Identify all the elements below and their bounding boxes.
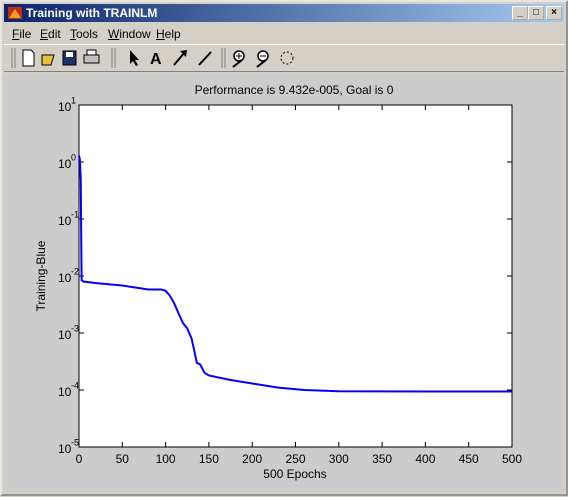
menu-item[interactable]: Window: [108, 27, 151, 41]
y-tick-label: 10: [58, 100, 72, 114]
y-tick-exponent: 0: [71, 152, 76, 162]
x-tick-label: 300: [329, 452, 349, 466]
y-axis-label: Training-Blue: [34, 240, 48, 311]
y-tick-exponent: 1: [71, 95, 76, 105]
x-tick-label: 0: [76, 452, 83, 466]
arrow-icon[interactable]: [173, 50, 187, 66]
menu-item[interactable]: File: [12, 27, 32, 41]
open-icon[interactable]: [41, 54, 55, 66]
menu-bar: File Edit Tools Window Help: [4, 24, 564, 43]
x-tick-label: 250: [285, 452, 305, 466]
x-axis-label: 500 Epochs: [263, 467, 326, 481]
rotate-icon[interactable]: [280, 51, 294, 65]
x-tick-label: 100: [156, 452, 176, 466]
y-tick-label: 10: [58, 214, 72, 228]
select-icon[interactable]: [130, 50, 139, 66]
line-icon[interactable]: [198, 51, 212, 66]
x-tick-label: 50: [116, 452, 130, 466]
window-title: Training with TRAINLM: [26, 6, 158, 20]
chart: Performance is 9.432e-005, Goal is 0 500…: [34, 83, 522, 481]
plot-area: [78, 104, 513, 448]
menu-item[interactable]: Tools: [70, 27, 99, 41]
y-tick-label: 10: [58, 385, 72, 399]
title-bar: Training with TRAINLM _ □ ×: [4, 4, 564, 22]
x-tick-label: 400: [415, 452, 435, 466]
x-tick-label: 150: [199, 452, 219, 466]
print-icon[interactable]: [83, 49, 100, 64]
x-tick-label: 450: [459, 452, 479, 466]
minimize-button[interactable]: _: [512, 6, 528, 20]
y-tick-exponent: -2: [71, 266, 79, 276]
close-button[interactable]: ×: [546, 6, 562, 20]
toolbar: A: [4, 44, 564, 72]
y-tick-label: 10: [58, 271, 72, 285]
y-tick-exponent: -1: [71, 209, 79, 219]
x-tick-label: 350: [372, 452, 392, 466]
chart-title: Performance is 9.432e-005, Goal is 0: [195, 83, 394, 97]
svg-text:A: A: [150, 51, 162, 68]
save-icon[interactable]: [62, 50, 77, 66]
y-tick-label: 10: [58, 157, 72, 171]
new-icon[interactable]: [22, 49, 35, 67]
x-tick-label: 200: [242, 452, 262, 466]
y-tick-label: 10: [58, 328, 72, 342]
y-tick-exponent: -3: [71, 323, 79, 333]
app-icon: [8, 7, 22, 19]
x-tick-label: 500: [502, 452, 522, 466]
toolbar-icons: A: [11, 48, 294, 68]
menu-item[interactable]: Edit: [40, 27, 61, 41]
y-tick-exponent: -5: [71, 437, 79, 447]
text-icon[interactable]: A: [150, 51, 162, 68]
zoom-in-icon[interactable]: [232, 50, 245, 68]
figure: Performance is 9.432e-005, Goal is 0 500…: [4, 74, 564, 492]
menu-item[interactable]: Help: [156, 27, 181, 41]
y-tick-exponent: -4: [71, 380, 79, 390]
maximize-button[interactable]: □: [528, 6, 544, 20]
y-tick-label: 10: [58, 442, 72, 456]
zoom-out-icon[interactable]: [256, 50, 269, 68]
data-line: [78, 155, 513, 393]
